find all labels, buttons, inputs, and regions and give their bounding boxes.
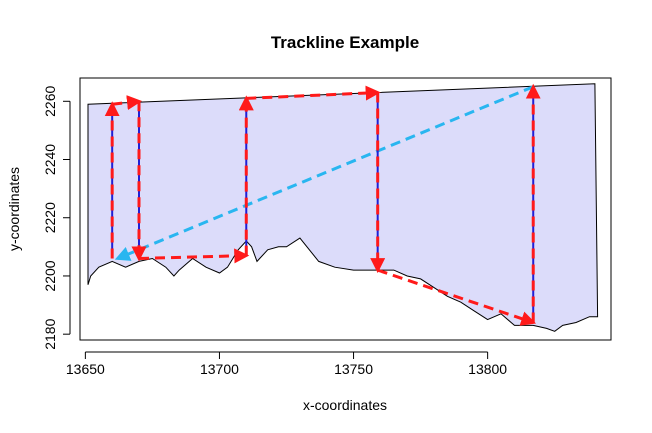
plot-area	[87, 83, 599, 332]
y-axis-label: y-coordinates	[6, 167, 22, 251]
x-axis: 13650 13700 13750 13800	[66, 351, 507, 377]
x-tick-label-13650: 13650	[66, 361, 105, 377]
connecting-trackline-2	[138, 248, 250, 264]
study-area-polygon	[87, 83, 599, 332]
y-axis: 2180 2200 2220 2240 2260	[42, 86, 71, 350]
x-tick-label-13700: 13700	[200, 361, 239, 377]
x-tick-label-13750: 13750	[334, 361, 373, 377]
y-tick-label-2240: 2240	[42, 144, 58, 175]
chart-title: Trackline Example	[271, 33, 419, 52]
y-tick-label-2200: 2200	[42, 260, 58, 291]
connecting-trackline-3	[246, 85, 381, 101]
plot-frame	[79, 77, 612, 341]
connecting-trackline-1	[112, 95, 142, 111]
x-tick-label-13800: 13800	[468, 361, 507, 377]
y-tick-label-2260: 2260	[42, 86, 58, 117]
x-axis-label: x-coordinates	[303, 397, 387, 413]
connecting-trackline-4	[377, 268, 537, 326]
y-tick-label-2180: 2180	[42, 318, 58, 349]
return-line	[114, 85, 534, 261]
y-tick-label-2220: 2220	[42, 202, 58, 233]
